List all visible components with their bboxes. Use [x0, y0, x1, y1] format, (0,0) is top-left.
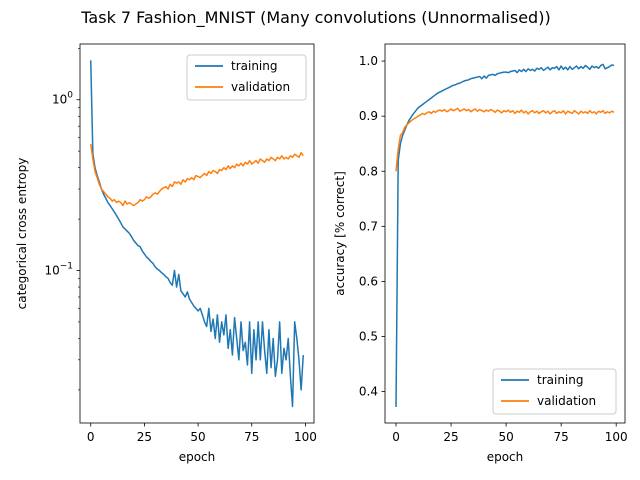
x-tick-label: 100: [605, 430, 628, 444]
legend-label-training: training: [537, 373, 584, 387]
tick-exponent: 0: [67, 91, 73, 101]
tick-base: 10: [44, 264, 59, 278]
x-tick-label: 100: [294, 430, 317, 444]
y-tick-label: 0.8: [359, 164, 378, 178]
series-line-training: [89, 60, 305, 408]
series-line-training: [395, 63, 615, 408]
y-tick-label: 0.6: [359, 274, 378, 288]
y-tick-label: 1.0: [359, 54, 378, 68]
legend-label-training: training: [231, 59, 278, 73]
x-tick-label: 25: [137, 430, 152, 444]
tick-exponent: −1: [60, 262, 73, 272]
tick-base: 10: [52, 93, 67, 107]
x-axis-label: epoch: [179, 450, 216, 464]
legend-label-validation: validation: [231, 80, 290, 94]
y-tick-label: 0.7: [359, 219, 378, 233]
axes-frame: [384, 43, 626, 424]
y-tick-label: 10−1: [44, 262, 73, 278]
x-tick-label: 75: [244, 430, 259, 444]
figure-title: Task 7 Fashion_MNIST (Many convolutions …: [80, 8, 550, 28]
y-axis-label: categorical cross entropy: [15, 158, 29, 310]
axes-frame: [79, 43, 315, 424]
x-tick-label: 0: [392, 430, 400, 444]
y-axis-label: accuracy [% correct]: [333, 171, 347, 296]
series-line-validation: [89, 143, 304, 207]
x-tick-label: 25: [443, 430, 458, 444]
x-tick-label: 50: [498, 430, 513, 444]
x-axis-label: epoch: [487, 450, 524, 464]
y-tick-label: 0.9: [359, 109, 378, 123]
x-tick-label: 50: [190, 430, 205, 444]
legend-label-validation: validation: [537, 394, 596, 408]
x-tick-label: 0: [87, 430, 95, 444]
y-tick-label: 100: [52, 91, 73, 107]
series-line-validation: [395, 107, 615, 172]
y-tick-label: 0.4: [359, 385, 378, 399]
y-tick-label: 0.5: [359, 330, 378, 344]
x-tick-label: 75: [554, 430, 569, 444]
accuracy-plot: 0 25 50 75 100 0.4 0.5 0.6 0.7 0.8 0.9 1.0 epoch accu…: [333, 43, 628, 464]
